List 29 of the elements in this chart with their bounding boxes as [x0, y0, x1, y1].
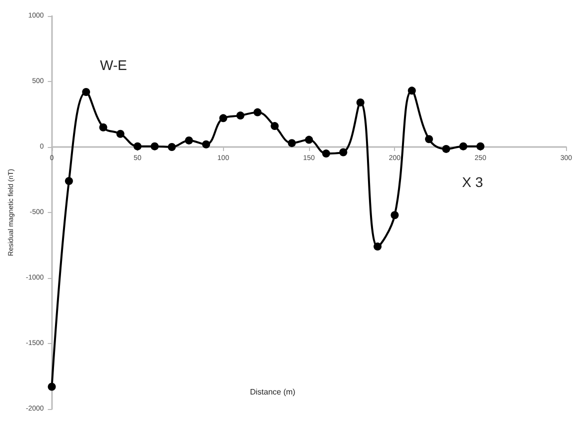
- point: [134, 142, 142, 150]
- point: [322, 150, 330, 158]
- point: [184, 136, 193, 144]
- point: [442, 144, 450, 153]
- point: [48, 382, 56, 391]
- point: [254, 108, 262, 116]
- point: [99, 123, 108, 132]
- point: [270, 122, 279, 130]
- point: [116, 130, 124, 138]
- annotation: X 3: [462, 174, 484, 190]
- point: [288, 139, 296, 148]
- point: [425, 135, 433, 144]
- point: [476, 142, 484, 150]
- point: [390, 211, 399, 220]
- point: [374, 242, 382, 251]
- point: [236, 112, 244, 120]
- point: [82, 88, 90, 96]
- point: [168, 143, 176, 151]
- point: [64, 177, 73, 186]
- annotation: W-E: [100, 57, 127, 73]
- point: [219, 114, 228, 122]
- point: [202, 140, 210, 148]
- point: [339, 148, 348, 156]
- point: [459, 142, 468, 150]
- point: [304, 136, 313, 144]
- x-axis-title: Distance (m): [250, 388, 296, 396]
- point: [356, 98, 364, 106]
- point: [408, 86, 416, 95]
- point: [150, 142, 159, 150]
